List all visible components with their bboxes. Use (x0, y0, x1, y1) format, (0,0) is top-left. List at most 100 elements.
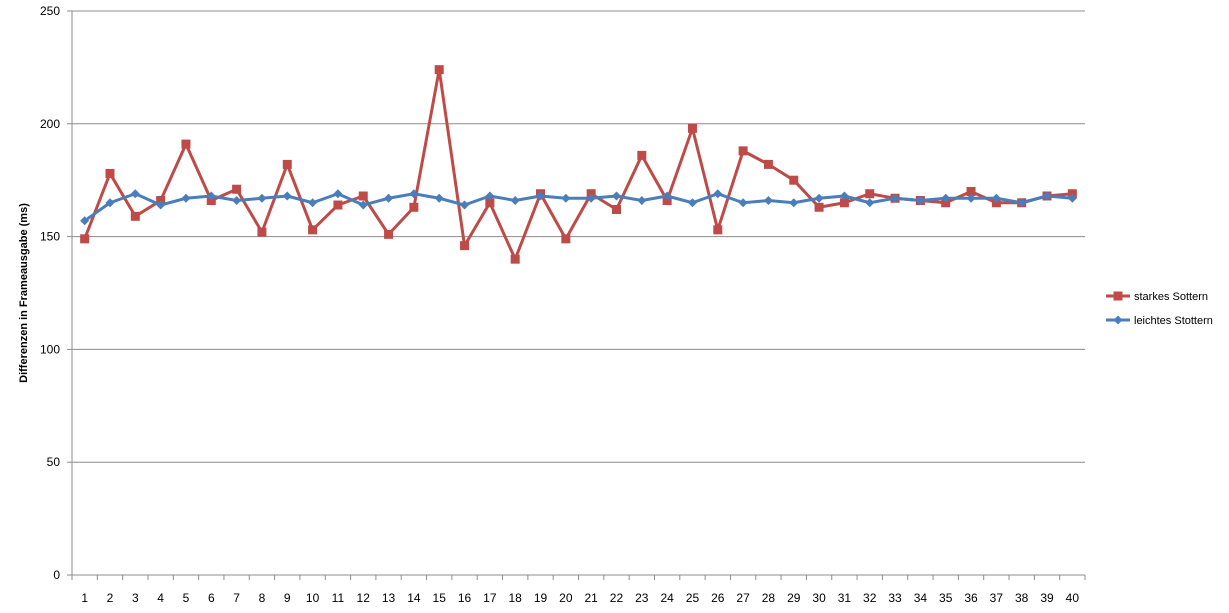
x-tick-label: 24 (660, 591, 674, 605)
data-point (738, 198, 748, 208)
data-point (485, 191, 495, 201)
data-point (358, 200, 368, 210)
data-point (333, 200, 343, 210)
y-tick-label: 0 (53, 568, 60, 582)
data-point (80, 216, 90, 226)
data-point (662, 191, 672, 201)
data-point (358, 191, 368, 201)
gridlines (72, 10, 1085, 463)
data-point (308, 225, 318, 235)
x-tick-label: 14 (407, 591, 421, 605)
x-tick-label: 22 (610, 591, 624, 605)
x-tick-label: 6 (208, 591, 215, 605)
data-point (991, 198, 1001, 208)
data-point (460, 200, 470, 210)
data-point (206, 191, 216, 201)
data-point (105, 198, 115, 208)
data-point (611, 205, 621, 215)
data-point (890, 193, 900, 203)
data-point (991, 193, 1001, 203)
data-point (687, 123, 697, 133)
data-point (257, 193, 267, 203)
data-point (865, 189, 875, 199)
x-tick-label: 10 (306, 591, 320, 605)
series-line (83, 68, 1073, 261)
x-tick-label: 33 (888, 591, 902, 605)
data-point (763, 159, 773, 169)
x-tick-label: 18 (509, 591, 523, 605)
x-tick-label: 3 (132, 591, 139, 605)
x-tick-label: 23 (635, 591, 649, 605)
x-tick-label: 29 (787, 591, 801, 605)
data-point (409, 189, 419, 199)
y-tick-label: 250 (40, 4, 60, 18)
data-point (282, 159, 292, 169)
data-point (232, 184, 242, 194)
data-point (789, 198, 799, 208)
data-point (156, 200, 166, 210)
data-point (763, 196, 773, 206)
x-tick-label: 9 (284, 591, 291, 605)
data-point (460, 241, 470, 251)
x-tick-label: 7 (233, 591, 240, 605)
data-point (510, 254, 520, 264)
data-point (1017, 198, 1027, 208)
series-1 (80, 65, 1077, 264)
data-point (713, 189, 723, 199)
x-tick-label: 28 (762, 591, 776, 605)
x-tick-label: 8 (259, 591, 266, 605)
data-point (333, 189, 343, 199)
data-point (384, 229, 394, 239)
data-point (206, 196, 216, 206)
data-point (839, 191, 849, 201)
x-tick-label: 1 (81, 591, 88, 605)
y-tick-label: 50 (47, 455, 61, 469)
data-point (611, 191, 621, 201)
data-point (941, 193, 951, 203)
data-point (1067, 189, 1077, 199)
data-point (637, 150, 647, 160)
x-tick-label: 16 (458, 591, 472, 605)
x-tick-label: 4 (157, 591, 164, 605)
legend: starkes Sottern leichtes Stottern (1106, 291, 1213, 327)
data-point (966, 186, 976, 196)
y-tick-label: 200 (40, 117, 60, 131)
data-point (1067, 193, 1077, 203)
data-point (181, 193, 191, 203)
x-tick-label: 26 (711, 591, 725, 605)
legend-marker (1113, 315, 1123, 325)
data-point (510, 196, 520, 206)
data-point (814, 193, 824, 203)
data-point (257, 227, 267, 237)
x-tick-label: 38 (1015, 591, 1029, 605)
data-point (662, 196, 672, 206)
x-tick-label: 13 (382, 591, 396, 605)
data-point (384, 193, 394, 203)
x-tick-label: 15 (433, 591, 447, 605)
legend-label: starkes Sottern (1134, 291, 1208, 303)
data-point (485, 198, 495, 208)
x-tick-label: 34 (914, 591, 928, 605)
series-line (83, 192, 1073, 223)
y-axis-label: Differenzen in Frameausgabe (ms) (18, 203, 30, 383)
data-point (713, 225, 723, 235)
x-tick-label: 36 (964, 591, 978, 605)
data-point (915, 196, 925, 206)
x-tick-label: 11 (332, 591, 345, 605)
data-point (232, 196, 242, 206)
data-point (586, 189, 596, 199)
data-point (181, 139, 191, 149)
x-tick-label: 20 (559, 591, 573, 605)
x-tick-label: 30 (812, 591, 826, 605)
data-point (561, 193, 571, 203)
data-point (409, 202, 419, 212)
data-point (814, 202, 824, 212)
data-point (941, 198, 951, 208)
data-point (282, 191, 292, 201)
x-tick-label: 5 (183, 591, 190, 605)
data-point (434, 65, 444, 75)
x-tick-label: 12 (357, 591, 371, 605)
y-tick-label: 150 (40, 230, 60, 244)
